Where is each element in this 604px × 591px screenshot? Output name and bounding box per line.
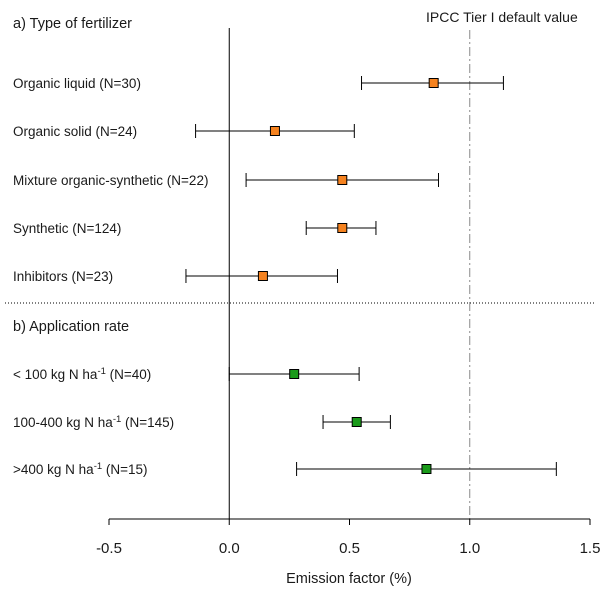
x-tick-label: 1.0: [459, 540, 480, 557]
reference-line-label: IPCC Tier I default value: [426, 9, 578, 25]
row-label: Synthetic (N=124): [13, 221, 121, 236]
row-label: < 100 kg N ha-1 (N=40): [13, 366, 151, 383]
point-estimate: [257, 271, 268, 281]
row-label: Organic solid (N=24): [13, 124, 137, 139]
point-estimate: [337, 223, 348, 233]
x-tick-label: 0.5: [339, 540, 360, 557]
x-tick-label: 0.0: [219, 540, 240, 557]
point-estimate: [289, 369, 300, 379]
row-label: Mixture organic-synthetic (N=22): [13, 173, 208, 188]
x-tick-label: 1.5: [580, 540, 601, 557]
row-label: Organic liquid (N=30): [13, 76, 141, 91]
section-title: b) Application rate: [13, 319, 129, 335]
row-label: 100-400 kg N ha-1 (N=145): [13, 414, 174, 431]
point-estimate: [351, 417, 362, 427]
row-label: >400 kg N ha-1 (N=15): [13, 461, 148, 478]
point-estimate: [337, 175, 348, 185]
row-label: Inhibitors (N=23): [13, 269, 113, 284]
point-estimate: [428, 78, 439, 88]
section-title: a) Type of fertilizer: [13, 16, 132, 32]
x-tick-label: -0.5: [96, 540, 122, 557]
x-axis-label: Emission factor (%): [286, 571, 412, 587]
point-estimate: [269, 126, 280, 136]
point-estimate: [421, 464, 432, 474]
